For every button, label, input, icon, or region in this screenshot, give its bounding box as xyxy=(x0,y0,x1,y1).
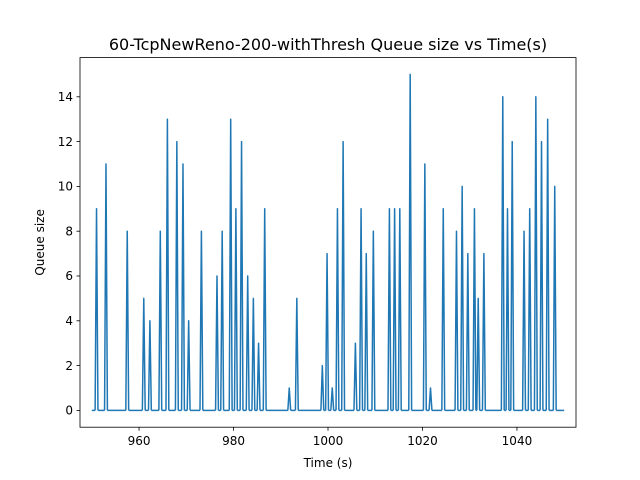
plot-area xyxy=(79,57,577,428)
queue-spike-13 xyxy=(228,118,233,411)
y-axis-ticks: 0 2 4 6 8 10 12 14 xyxy=(58,90,80,418)
queue-spike-31 xyxy=(387,208,392,411)
queue-spike-7 xyxy=(174,140,180,411)
queue-spike-25 xyxy=(335,208,340,411)
queue-spike-42 xyxy=(476,297,481,411)
y-tick-label: 4 xyxy=(65,314,73,328)
queue-spike-19 xyxy=(262,208,267,411)
queue-spike-44 xyxy=(500,96,505,411)
queue-spike-9 xyxy=(186,320,191,411)
queue-spike-35 xyxy=(422,163,428,411)
queue-spike-36 xyxy=(428,387,433,411)
chart-title: 60-TcpNewReno-200-withThresh Queue size … xyxy=(109,35,547,54)
queue-spike-17 xyxy=(251,297,256,411)
queue-spike-18 xyxy=(256,342,261,411)
queue-spike-39 xyxy=(459,185,465,411)
queue-spike-30 xyxy=(371,230,376,411)
queue-spike-0 xyxy=(94,208,99,411)
queue-spike-26 xyxy=(340,140,346,411)
queue-spike-49 xyxy=(533,96,539,411)
x-tick-label: 960 xyxy=(128,434,151,448)
queue-spike-52 xyxy=(552,185,557,411)
queue-spike-33 xyxy=(397,208,402,411)
queue-spike-27 xyxy=(353,342,358,411)
queue-spike-51 xyxy=(545,118,550,411)
y-tick-label: 0 xyxy=(65,404,73,418)
x-axis-ticks: 960 980 1000 1020 1040 xyxy=(128,427,533,448)
series-queue-size xyxy=(91,73,565,412)
queue-spike-4 xyxy=(147,320,153,411)
queue-spike-50 xyxy=(539,140,544,411)
queue-spike-10 xyxy=(199,230,204,411)
queue-spike-12 xyxy=(220,230,225,411)
queue-spike-24 xyxy=(330,387,335,411)
y-axis-label: Queue size xyxy=(33,209,47,276)
queue-spike-47 xyxy=(521,230,527,411)
y-tick-label: 6 xyxy=(65,269,73,283)
x-axis-label: Time (s) xyxy=(303,456,353,470)
queue-spike-8 xyxy=(180,163,186,411)
queue-spike-2 xyxy=(125,230,130,411)
y-tick-label: 8 xyxy=(65,224,73,238)
queue-spike-16 xyxy=(245,275,250,411)
queue-spike-21 xyxy=(294,297,299,411)
queue-spike-46 xyxy=(510,140,515,411)
queue-spike-40 xyxy=(465,252,470,411)
y-tick-label: 14 xyxy=(58,90,73,104)
x-tick-label: 1020 xyxy=(407,434,438,448)
queue-spike-29 xyxy=(364,252,369,411)
queue-spike-1 xyxy=(103,163,109,411)
queue-spike-37 xyxy=(441,208,446,411)
queue-spike-3 xyxy=(141,297,146,411)
queue-spike-5 xyxy=(158,230,163,411)
queue-spike-43 xyxy=(481,252,487,411)
queue-spike-34 xyxy=(408,73,413,411)
queue-spike-20 xyxy=(287,387,292,411)
queue-spike-48 xyxy=(527,208,532,411)
y-tick-label: 12 xyxy=(58,135,73,149)
queue-spike-6 xyxy=(165,118,170,411)
queue-spike-14 xyxy=(233,208,239,411)
queue-spike-15 xyxy=(239,140,244,411)
queue-spike-38 xyxy=(454,230,459,411)
x-tick-label: 980 xyxy=(222,434,245,448)
x-tick-label: 1000 xyxy=(313,434,344,448)
queue-spike-11 xyxy=(214,275,220,411)
y-tick-label: 2 xyxy=(65,359,73,373)
queue-spike-28 xyxy=(358,208,364,411)
queue-spike-32 xyxy=(392,208,397,411)
x-tick-label: 1040 xyxy=(502,434,533,448)
queue-spike-41 xyxy=(472,208,477,411)
queue-spike-45 xyxy=(505,208,510,411)
queue-spike-23 xyxy=(324,252,330,411)
y-tick-label: 10 xyxy=(58,180,73,194)
queue-spike-22 xyxy=(320,364,325,411)
